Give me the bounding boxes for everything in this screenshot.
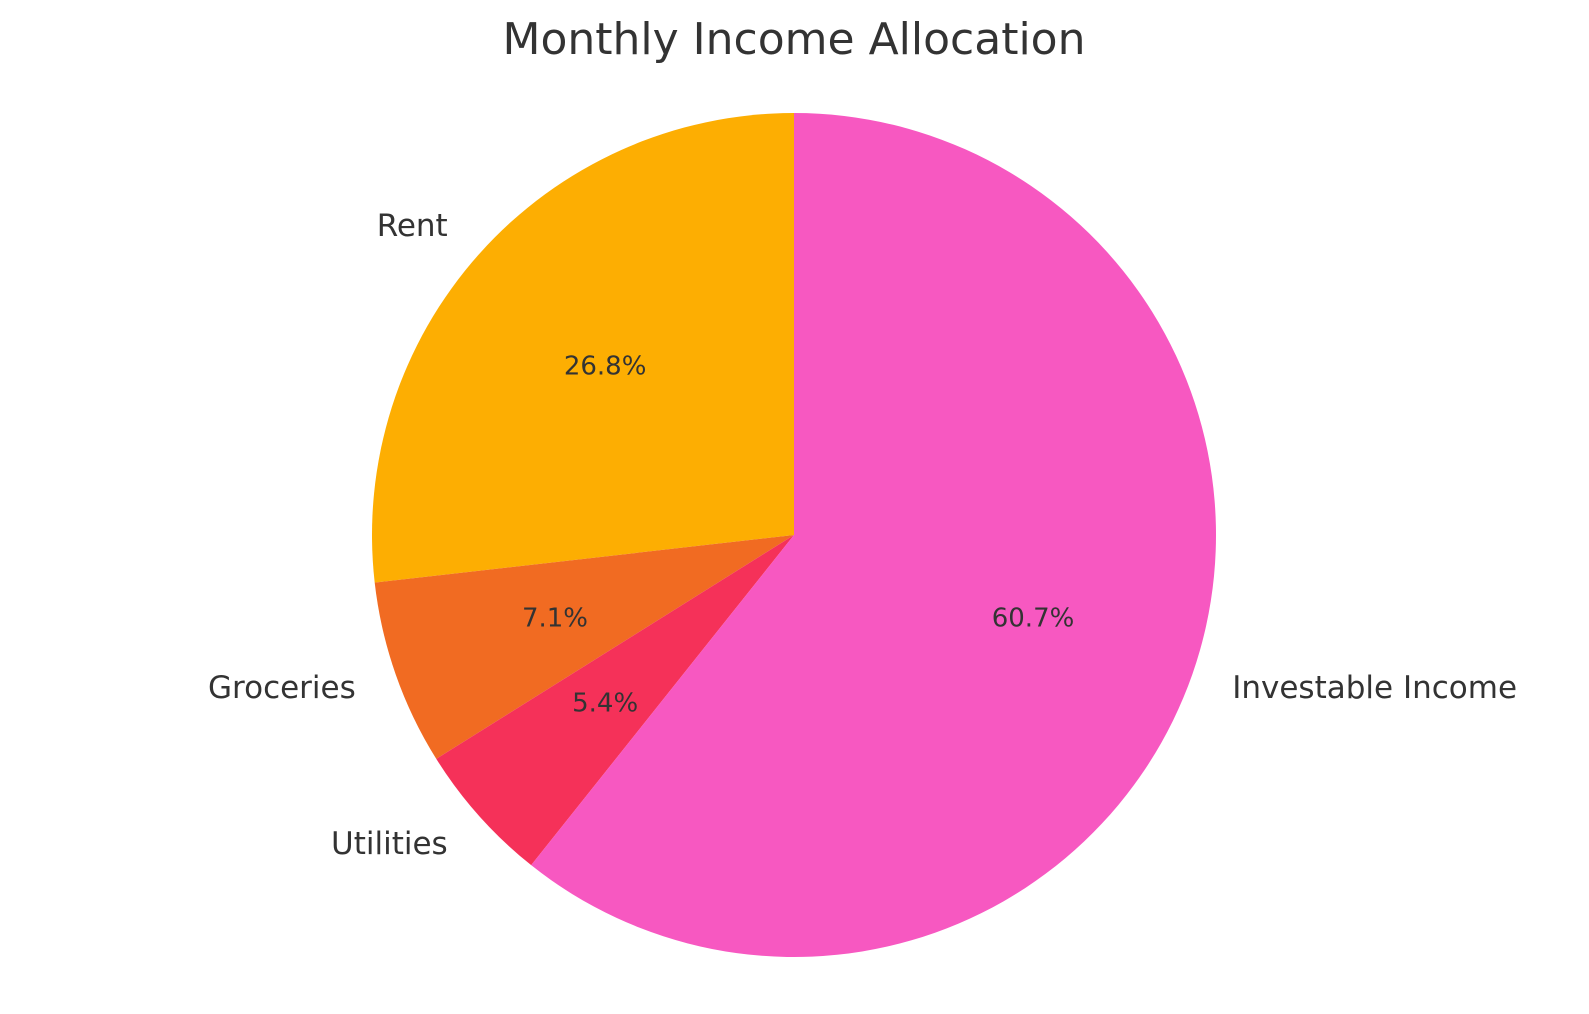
slice-rent bbox=[371, 113, 794, 583]
percent-label-groceries: 7.1% bbox=[522, 604, 588, 634]
slice-label-utilities: Utilities bbox=[331, 826, 448, 862]
slice-label-rent: Rent bbox=[377, 208, 448, 244]
percent-label-utilities: 5.4% bbox=[572, 689, 638, 719]
pie-labels: Rent 26.8% Groceries 7.1% Utilities 5.4% Inves… bbox=[208, 208, 1517, 862]
slice-label-investable-income: Investable Income bbox=[1232, 670, 1517, 706]
pie-slices bbox=[371, 113, 1216, 957]
slice-label-groceries: Groceries bbox=[208, 670, 356, 706]
slice-groceries bbox=[374, 535, 794, 759]
slice-utilities bbox=[436, 535, 794, 866]
slice-investable-income bbox=[531, 113, 1216, 957]
percent-label-rent: 26.8% bbox=[564, 351, 647, 381]
percent-label-investable-income: 60.7% bbox=[992, 604, 1075, 634]
chart-title: Monthly Income Allocation bbox=[503, 14, 1086, 65]
